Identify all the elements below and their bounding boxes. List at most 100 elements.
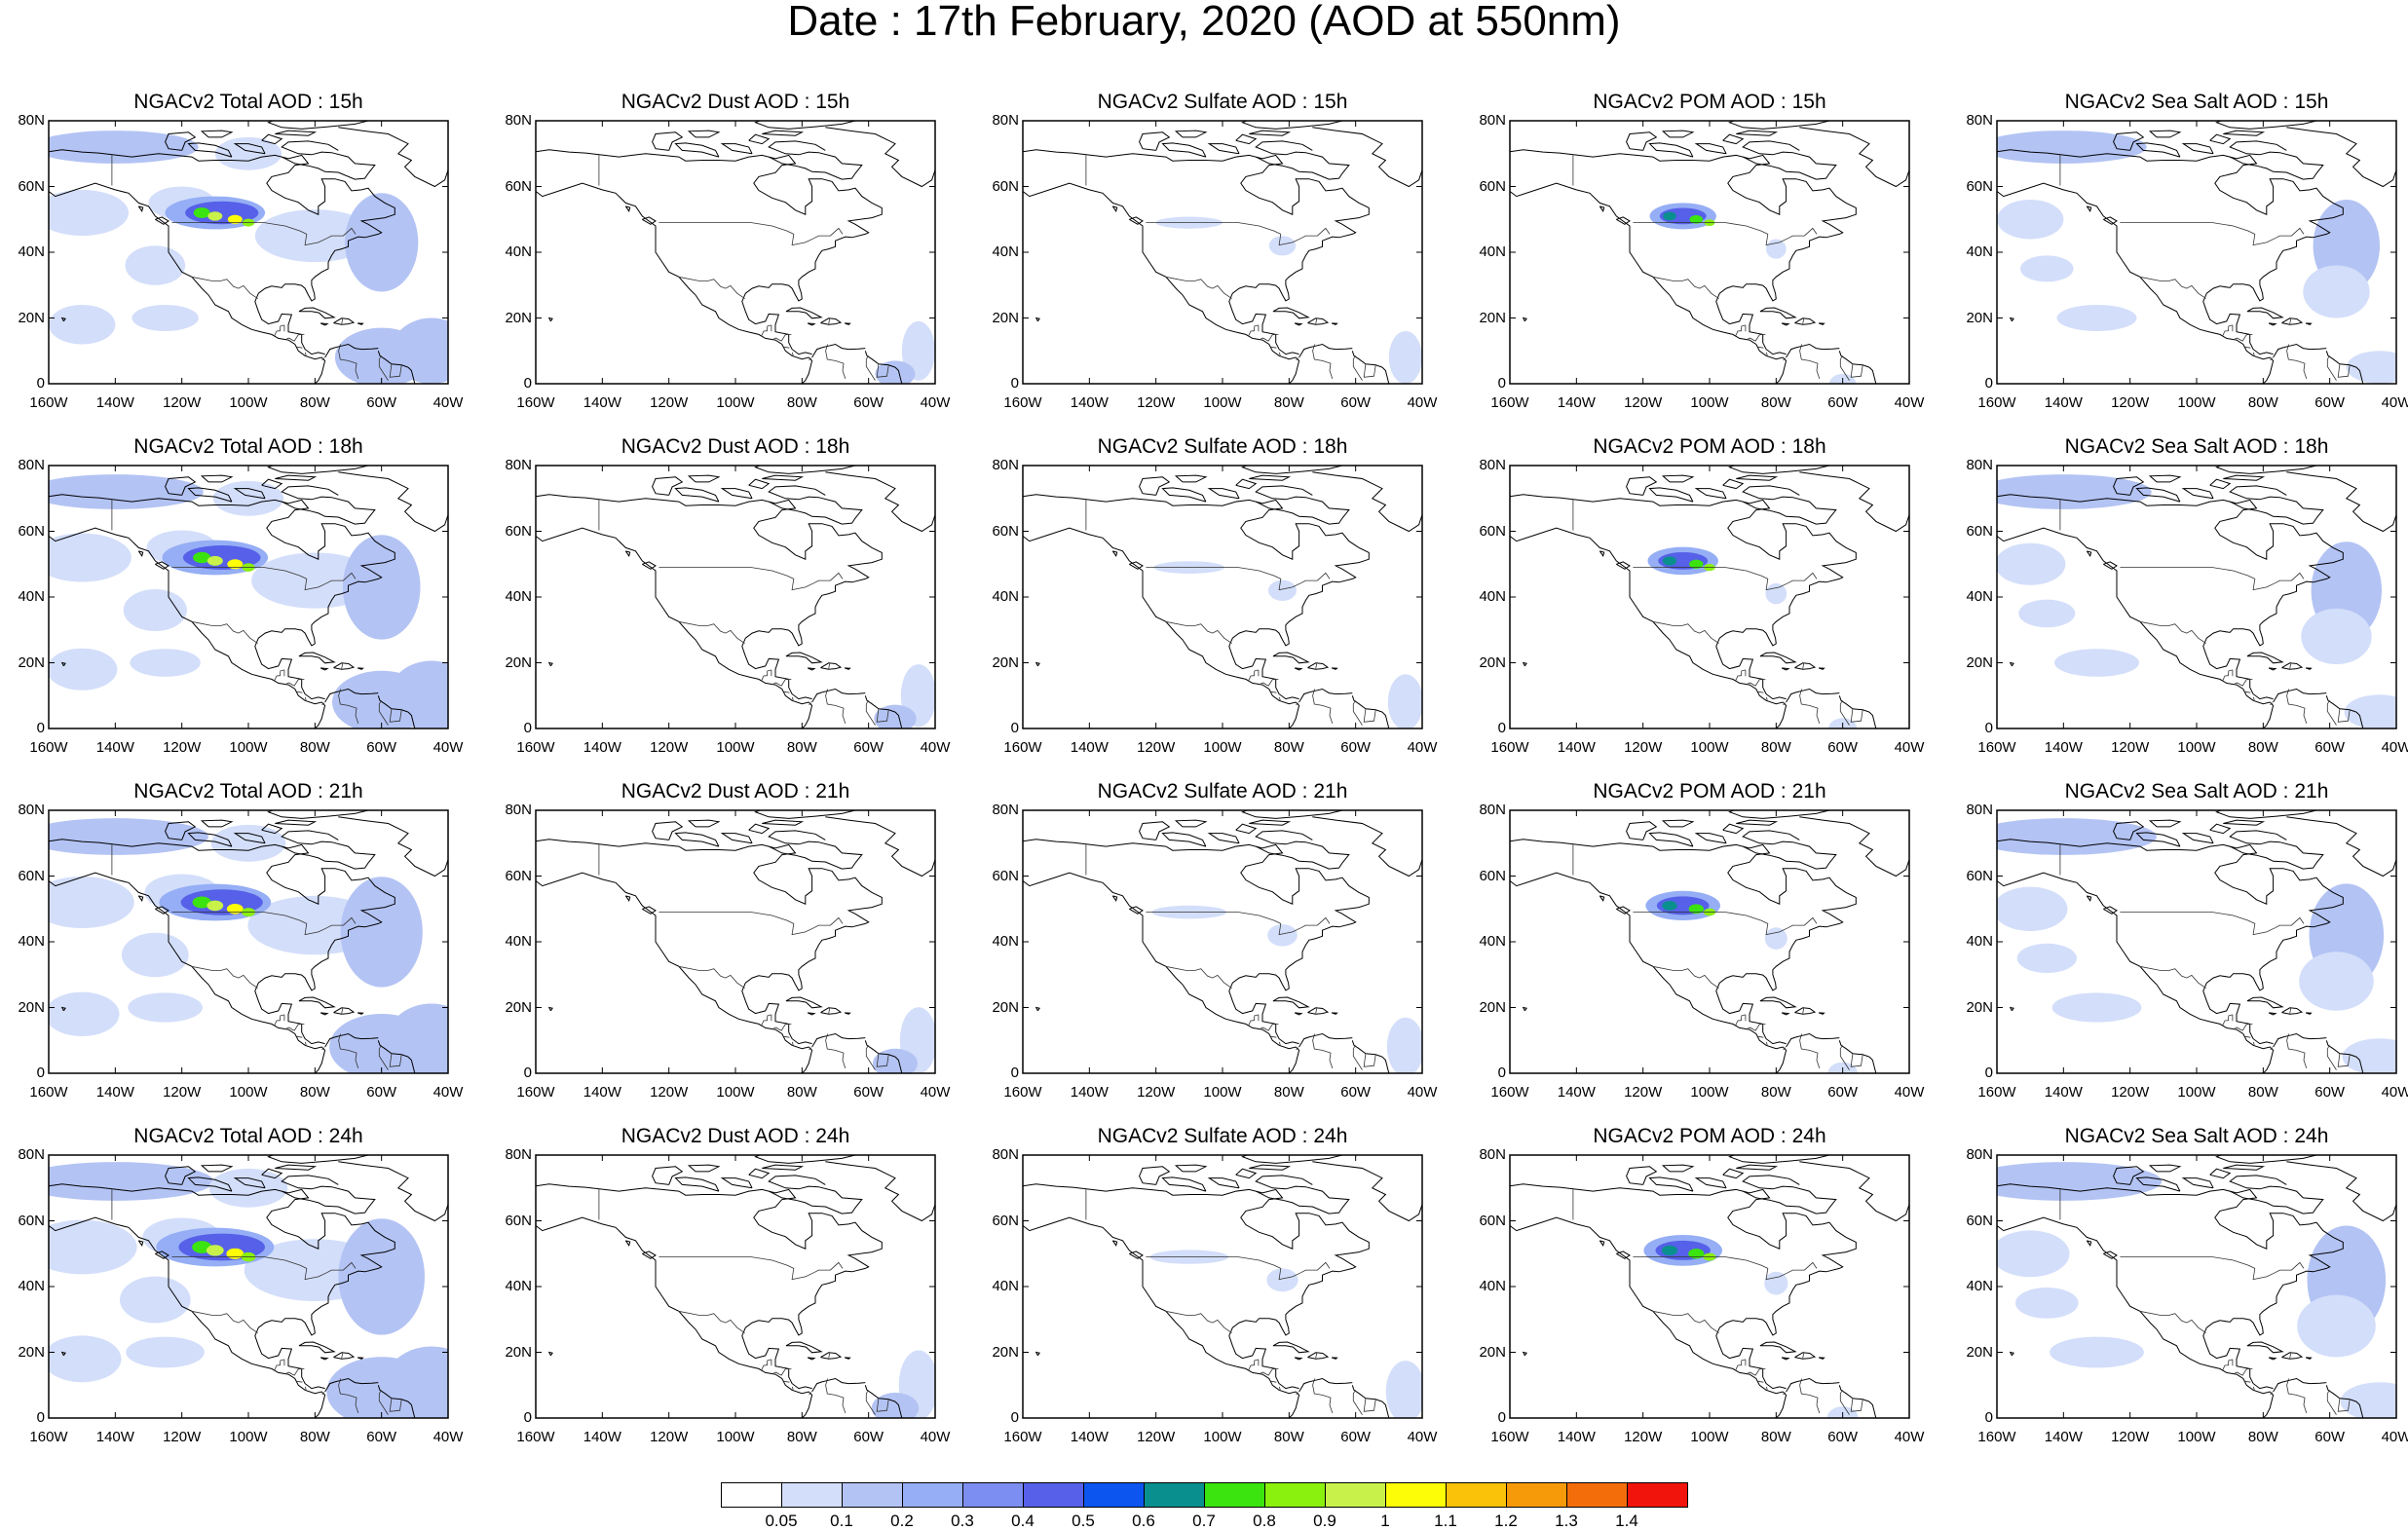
country-border	[876, 1398, 889, 1412]
country-border	[1633, 222, 1818, 246]
country-border	[783, 691, 790, 693]
lat-tick-label: 80N	[505, 112, 532, 129]
coastline	[536, 872, 813, 1073]
country-border	[2253, 1386, 2255, 1392]
country-border	[783, 1380, 790, 1383]
country-border	[1352, 355, 1363, 381]
lon-tick-label: 100W	[1203, 1084, 1242, 1101]
map-area: 0 20N 40N 60N 80N 160W 140W 120W 100W 80W 60W 40W	[992, 113, 1437, 411]
country-border	[761, 669, 771, 682]
country-border	[1165, 1310, 1232, 1333]
coastline	[1818, 1012, 1825, 1015]
country-border	[286, 679, 305, 687]
lon-tick-label: 80W	[2247, 1429, 2278, 1445]
coastline	[49, 182, 326, 384]
aod-shading	[2020, 255, 2074, 282]
panel-title: NGACv2 Sea Salt AOD : 15h	[2064, 91, 2329, 113]
coastline	[320, 1012, 329, 1016]
lon-tick-label: 100W	[1690, 739, 1729, 756]
country-border	[876, 363, 889, 378]
coastline	[1786, 1032, 1840, 1048]
coastline	[674, 1176, 720, 1192]
country-border	[1735, 669, 1746, 682]
lon-tick-label: 160W	[1003, 1084, 1042, 1101]
aod-shading	[49, 1335, 122, 1383]
coastline	[536, 149, 883, 355]
coastline	[1626, 476, 1658, 496]
coastline	[1312, 127, 1422, 188]
lat-tick-label: 0	[1497, 720, 1506, 736]
country-border	[1270, 346, 1277, 349]
aod-shading	[1386, 1017, 1422, 1073]
coastline	[547, 661, 553, 667]
panel-title: NGACv2 Sea Salt AOD : 18h	[2064, 435, 2329, 458]
coastline	[844, 322, 851, 325]
country-border	[1363, 1053, 1376, 1067]
lon-tick-label: 120W	[163, 739, 202, 756]
coastline	[1868, 1400, 1877, 1418]
coastline	[2135, 832, 2181, 847]
country-border	[1735, 1359, 1746, 1371]
aod-shading	[207, 555, 223, 566]
aod-shading	[2342, 1038, 2396, 1073]
colorbar-swatch	[1506, 1482, 1567, 1508]
aod-shading	[1663, 211, 1676, 221]
coastline	[1694, 1177, 1727, 1189]
coastline	[1838, 695, 1870, 713]
coastline	[1997, 1183, 2344, 1390]
lon-tick-label: 40W	[2381, 1429, 2408, 1445]
lat-tick-label: 80N	[992, 457, 1019, 473]
lon-tick-label: 100W	[229, 1084, 268, 1101]
coastline	[1235, 823, 1258, 835]
country-border	[1850, 363, 1863, 378]
coastline	[768, 140, 863, 180]
aod-shading	[1267, 924, 1298, 947]
lat-tick-label: 20N	[1966, 309, 1993, 326]
coastline	[49, 839, 395, 1045]
map-svg	[535, 465, 936, 729]
map-area: 0 20N 40N 60N 80N 160W 140W 120W 100W 80W 60W 40W	[1966, 1147, 2408, 1445]
lat-tick-label: 60N	[1479, 1212, 1506, 1229]
coastline	[2086, 205, 2092, 212]
lat-tick-label: 80N	[1479, 457, 1506, 473]
lat-tick-label: 80N	[1966, 802, 1993, 818]
coastline	[2305, 1012, 2313, 1015]
coastline	[1207, 1177, 1240, 1189]
lon-tick-label: 40W	[1407, 394, 1438, 411]
coastline	[1626, 1166, 1658, 1185]
aod-shading	[123, 589, 187, 631]
coastline	[1249, 474, 1292, 481]
coastline	[1759, 307, 1797, 319]
country-border	[809, 1047, 812, 1051]
coastline	[536, 1216, 813, 1418]
coastline	[298, 307, 336, 319]
lat-tick-label: 60N	[18, 1212, 45, 1229]
lon-tick-label: 40W	[2381, 394, 2408, 411]
coastline	[785, 652, 823, 664]
lat-tick-label: 60N	[18, 522, 45, 540]
country-border	[338, 1378, 359, 1414]
coastline	[2355, 1400, 2364, 1418]
coastline	[1298, 1032, 1353, 1048]
aod-shading	[49, 991, 120, 1036]
country-border	[1260, 679, 1279, 687]
country-border	[305, 696, 307, 702]
lon-tick-label: 160W	[516, 394, 555, 411]
coastline	[674, 487, 720, 503]
aod-shading	[2299, 952, 2374, 1011]
lon-tick-label: 140W	[583, 1429, 621, 1445]
country-border	[1146, 912, 1331, 936]
coastline	[333, 317, 356, 325]
lat-tick-label: 0	[1984, 1409, 1993, 1426]
lon-tick-label: 100W	[2177, 1429, 2216, 1445]
aod-shading	[2050, 1336, 2144, 1368]
country-border	[2253, 696, 2255, 702]
lon-tick-label: 140W	[95, 1429, 134, 1445]
country-border	[171, 912, 357, 936]
country-border	[2139, 620, 2206, 644]
coastline	[811, 688, 866, 703]
lat-tick-label: 40N	[1479, 243, 1506, 260]
lat-tick-label: 20N	[1479, 1343, 1506, 1361]
country-border	[2326, 700, 2337, 726]
